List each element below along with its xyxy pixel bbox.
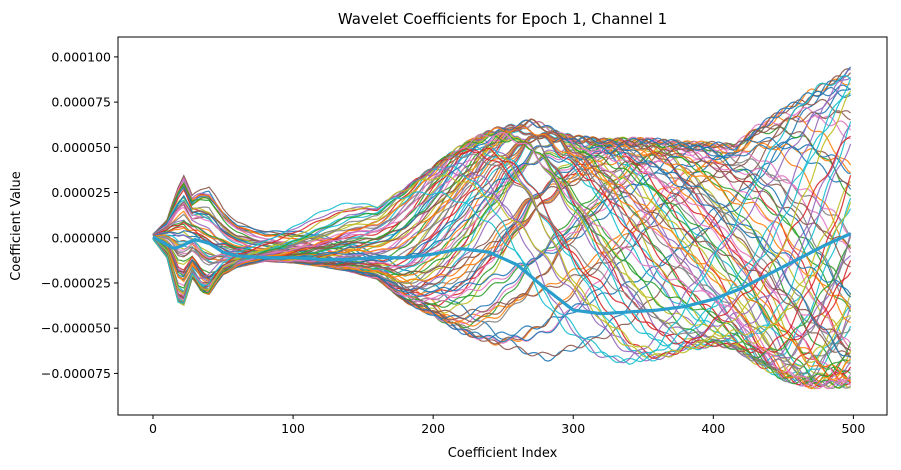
x-tick-label: 0 [149, 421, 157, 436]
series-lines [152, 66, 852, 390]
series-line [152, 139, 852, 331]
x-axis: 0 100 200 300 400 500 [149, 415, 865, 436]
y-tick-label: −0.000075 [41, 366, 111, 381]
series-line [152, 90, 852, 357]
series-line [152, 135, 851, 360]
highlight-series-line [152, 232, 852, 316]
x-tick-label: 500 [841, 421, 865, 436]
series-line [152, 74, 852, 365]
series-line [152, 137, 851, 374]
series-line [152, 98, 851, 317]
series-line [152, 134, 851, 359]
x-tick-label: 100 [281, 421, 305, 436]
series-line [152, 125, 851, 390]
y-tick-label: 0.000000 [51, 230, 111, 245]
plot-frame [117, 36, 888, 416]
series-line [152, 153, 852, 367]
x-tick-label: 300 [561, 421, 585, 436]
x-tick-label: 400 [701, 421, 725, 436]
chart-title: Wavelet Coefficients for Epoch 1, Channe… [338, 10, 667, 28]
y-tick-label: 0.000075 [51, 95, 111, 110]
highlight-series [152, 232, 852, 316]
x-axis-title: Coefficient Index [448, 446, 558, 461]
y-tick-label: −0.000025 [41, 275, 111, 290]
y-tick-label: −0.000050 [41, 321, 111, 336]
y-axis: −0.000075 −0.000050 −0.000025 0.000000 0.000… [41, 49, 118, 381]
series-line [152, 131, 852, 390]
y-tick-label: 0.000050 [51, 140, 111, 155]
y-axis-title: Coefficient Value [9, 171, 24, 281]
x-tick-label: 200 [421, 421, 445, 436]
y-tick-label: 0.000100 [51, 49, 111, 64]
y-tick-label: 0.000025 [51, 185, 111, 200]
